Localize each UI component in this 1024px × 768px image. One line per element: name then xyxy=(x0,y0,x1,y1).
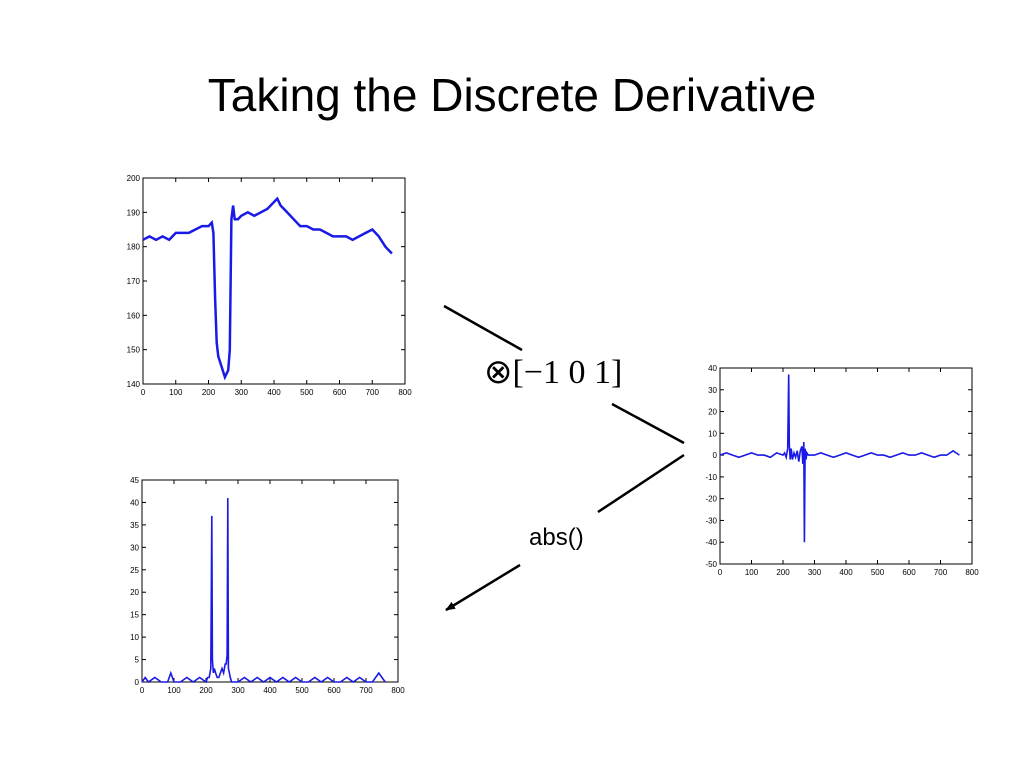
x-tick-label: 300 xyxy=(808,568,822,577)
plot-frame xyxy=(719,367,973,565)
signal-plot: 0 100 200 300 400 500 600 700 800 140 150 160 170 180… xyxy=(127,174,413,397)
y-tick-label: 40 xyxy=(708,364,717,373)
x-tick-label: 800 xyxy=(965,568,979,577)
x-tick-label: 300 xyxy=(235,388,249,397)
x-tick-label: 400 xyxy=(267,388,281,397)
connector-line-lower xyxy=(611,402,685,445)
x-tick-label: 600 xyxy=(902,568,916,577)
abs-function-label: abs() xyxy=(527,524,586,552)
y-tick-label: 10 xyxy=(708,429,717,438)
y-tick-label: -20 xyxy=(705,495,717,504)
y-tick-label: 0 xyxy=(135,678,140,687)
y-tick-label: 5 xyxy=(135,656,140,665)
plot-frame xyxy=(142,177,406,385)
y-tick-label: 40 xyxy=(130,498,139,507)
connector-line-upper xyxy=(443,304,523,352)
y-tick-label: 200 xyxy=(127,174,141,183)
y-tick-label: 150 xyxy=(127,346,141,355)
abs-derivative-plot: 0 100 200 300 400 500 600 700 800 0 5 10 15 20 25 30 35 4… xyxy=(130,476,405,695)
y-tick-label: 15 xyxy=(130,611,139,620)
x-tick-label: 100 xyxy=(169,388,183,397)
x-tick-label: 500 xyxy=(871,568,885,577)
y-tick-label: 0 xyxy=(713,451,718,460)
arrow-line xyxy=(445,563,521,612)
y-tick-label: 160 xyxy=(127,311,141,320)
y-tick-label: 35 xyxy=(130,521,139,530)
y-tick-label: 140 xyxy=(127,380,141,389)
x-tick-label: 200 xyxy=(776,568,790,577)
x-tick-label: 300 xyxy=(231,686,245,695)
x-tick-label: 600 xyxy=(333,388,347,397)
y-tick-label: 170 xyxy=(127,277,141,286)
series-line-0 xyxy=(141,497,386,684)
x-tick-label: 100 xyxy=(167,686,181,695)
connector-line-return xyxy=(597,453,685,514)
y-tick-label: -40 xyxy=(705,538,717,547)
x-tick-label: 200 xyxy=(199,686,213,695)
y-tick-label: 45 xyxy=(130,476,139,485)
slide-title: Taking the Discrete Derivative xyxy=(207,69,817,121)
x-tick-label: 800 xyxy=(398,388,412,397)
x-tick-label: 0 xyxy=(140,686,145,695)
y-tick-label: -50 xyxy=(705,560,717,569)
x-tick-label: 700 xyxy=(359,686,373,695)
x-tick-label: 400 xyxy=(263,686,277,695)
x-tick-label: 100 xyxy=(745,568,759,577)
y-tick-label: 190 xyxy=(127,208,141,217)
y-tick-label: 30 xyxy=(708,386,717,395)
convolution-kernel-label: ⊗[−1 0 1] xyxy=(484,354,623,391)
x-tick-label: 400 xyxy=(839,568,853,577)
x-tick-label: 500 xyxy=(300,388,314,397)
series-line-0 xyxy=(142,196,393,381)
x-tick-label: 700 xyxy=(366,388,380,397)
x-tick-label: 700 xyxy=(934,568,948,577)
series-line-0 xyxy=(719,374,960,543)
y-tick-label: -10 xyxy=(705,473,717,482)
y-tick-label: 25 xyxy=(130,566,139,575)
derivative-plot: 0 100 200 300 400 500 600 700 800-50-40-30-20-10… xyxy=(705,364,979,577)
y-tick-label: 180 xyxy=(127,243,141,252)
y-tick-label: 10 xyxy=(130,633,139,642)
x-tick-label: 0 xyxy=(718,568,723,577)
y-tick-label: 20 xyxy=(130,588,139,597)
x-tick-label: 0 xyxy=(141,388,146,397)
x-tick-label: 600 xyxy=(327,686,341,695)
x-tick-label: 800 xyxy=(391,686,405,695)
plot-frame xyxy=(141,479,399,683)
y-tick-label: 20 xyxy=(708,408,717,417)
y-tick-label: -30 xyxy=(705,516,717,525)
x-tick-label: 500 xyxy=(295,686,309,695)
y-tick-label: 30 xyxy=(130,543,139,552)
x-tick-label: 200 xyxy=(202,388,216,397)
